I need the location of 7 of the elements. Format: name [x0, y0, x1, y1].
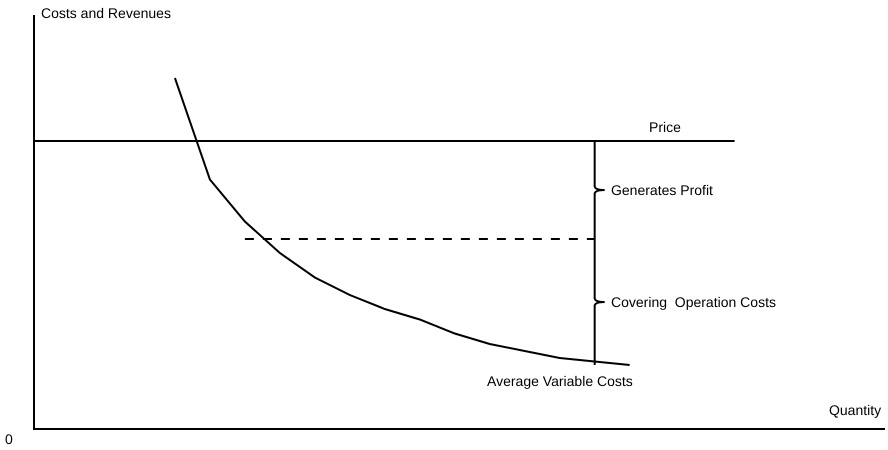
text: 0 — [5, 431, 13, 447]
annotation: Generates Profit — [611, 182, 714, 198]
y-axis-title: Costs and Revenues — [41, 5, 171, 21]
series-label: Price — [649, 119, 682, 135]
series-label: Average Variable Costs — [487, 373, 633, 389]
x-axis-title: Quantity — [829, 402, 882, 418]
annotation: Covering Operation Costs — [611, 294, 776, 310]
